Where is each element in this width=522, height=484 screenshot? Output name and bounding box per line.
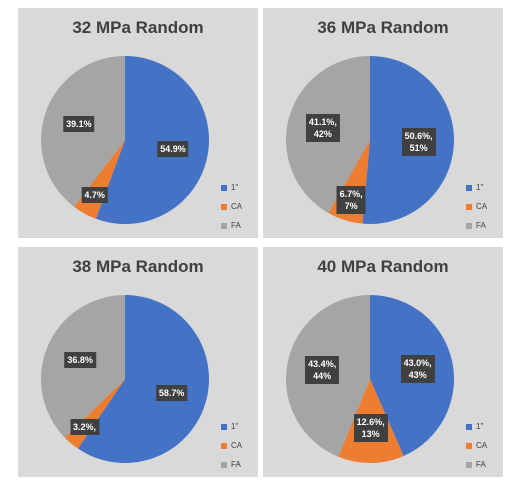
legend-swatch [466,184,472,191]
data-label: 54.9% [157,140,189,157]
legend-label: 1" [231,422,239,431]
legend-entry: 1" [466,183,483,192]
legend-label: FA [231,460,241,469]
legend-swatch [221,461,227,468]
data-label: 12.6%, 13% [353,413,388,442]
pie-slice [77,295,209,463]
legend-entry: 1" [466,422,483,431]
legend-swatch [466,203,472,210]
chart-title: 38 MPa Random [72,257,204,276]
legend-entry: FA [221,221,241,230]
data-label: 3.2%, [70,419,100,436]
data-label: 4.7% [81,187,108,204]
legend-label: CA [231,441,243,450]
legend-swatch [466,222,472,229]
data-label: 58.7% [155,385,188,402]
data-label: 36.8% [64,352,96,369]
legend-entry: 1" [221,183,238,192]
chart-panel: 50.6%, 51% 1" 6.7%, 7% CA 41.1%, 42% FA 36 MPa… [263,8,503,238]
legend-entry: CA [466,202,487,211]
legend-entry: CA [221,202,242,211]
legend-swatch [466,442,472,449]
legend-label: 1" [231,183,239,192]
data-label: 6.7%, 7% [336,186,366,215]
data-label: 43.0%, 43% [400,355,435,384]
data-label: 39.1% [63,116,95,133]
chart-panel: 43.0%, 43% 1" 12.6%, 13% CA 43.4%, 44% FA 40 M… [263,247,503,477]
legend-entry: FA [466,460,486,469]
pie-slice [95,56,210,224]
legend-entry: FA [466,221,486,230]
legend-swatch [221,222,227,229]
legend-entry: CA [221,441,242,450]
legend-swatch [221,184,227,191]
legend-label: CA [476,441,488,450]
data-label: 41.1%, 42% [305,113,340,142]
legend-entry: FA [221,460,241,469]
legend-label: 1" [476,183,484,192]
legend-swatch [221,442,227,449]
legend-label: 1" [476,422,484,431]
chart-panel: 58.7% 1" 3.2%, CA 36.8% FA 38 MPa Random [18,247,258,477]
chart-title: 32 MPa Random [72,18,204,37]
legend-label: CA [476,202,488,211]
chart-panel: 54.9% 1" 4.7% CA 39.1% FA 32 MPa Random [18,8,258,238]
legend-label: CA [231,202,243,211]
legend-label: FA [476,221,486,230]
chart-title: 36 MPa Random [317,18,449,37]
legend-swatch [466,423,472,430]
data-label: 50.6%, 51% [401,128,436,157]
legend-swatch [466,461,472,468]
legend-swatch [221,423,227,430]
data-label: 43.4%, 44% [305,355,340,384]
legend-entry: 1" [221,422,238,431]
legend-label: FA [231,221,241,230]
pie [41,295,209,463]
legend-label: FA [476,460,486,469]
chart-title: 40 MPa Random [317,257,449,276]
legend-entry: CA [466,441,487,450]
legend-swatch [221,203,227,210]
